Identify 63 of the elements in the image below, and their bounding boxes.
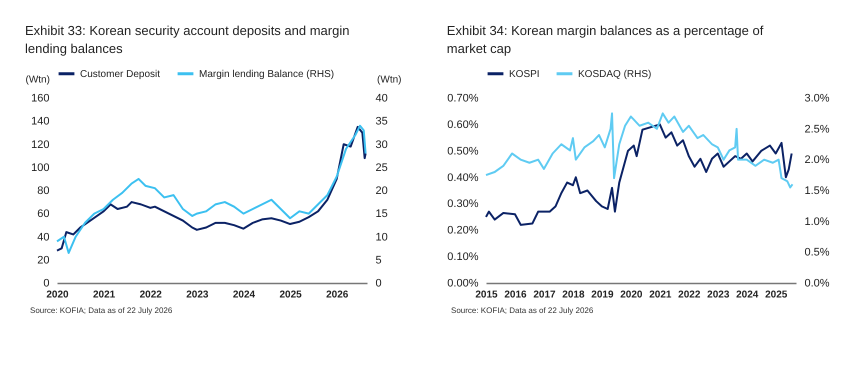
y2-tick-label: 25 (376, 162, 388, 174)
y2-tick-label: 5 (376, 254, 382, 266)
x-tick-label: 2022 (678, 290, 701, 300)
y-tick-label: 0.30% (447, 198, 479, 210)
y-tick-label: 40 (37, 231, 50, 244)
legend-label: Margin lending Balance (RHS) (199, 68, 334, 80)
y2-tick-label: 40 (376, 92, 388, 104)
y2-tick-label: 0.5% (804, 246, 830, 259)
x-tick-label: 2023 (707, 290, 730, 300)
y2-tick-label: 0.0% (804, 278, 830, 290)
y-tick-label: 120 (31, 138, 50, 151)
y-tick-label: 140 (31, 116, 50, 128)
x-tick-label: 2019 (591, 290, 614, 300)
y2-tick-label: 10 (376, 231, 388, 244)
y2-tick-label: 35 (376, 116, 388, 128)
x-tick-label: 2022 (140, 290, 162, 300)
y2-tick-label: 3.0% (804, 92, 830, 104)
y-axis-title: (Wtn) (26, 74, 50, 86)
y2-tick-label: 15 (376, 208, 388, 220)
line-series (485, 112, 794, 188)
y2-tick-label: 1.0% (804, 216, 830, 228)
y2-tick-label: 20 (376, 185, 388, 197)
y-tick-label: 0.50% (447, 145, 479, 158)
legend-label: KOSDAQ (RHS) (578, 68, 652, 80)
y-tick-label: 100 (31, 162, 50, 174)
y-tick-label: 20 (37, 254, 50, 266)
x-tick-label: 2020 (46, 290, 70, 300)
y-tick-label: 0.40% (447, 172, 479, 184)
chart-title: Exhibit 33: Korean security account deposits and margin lending balances (25, 23, 350, 56)
line-series (485, 123, 793, 226)
x-tick-label: 2021 (92, 290, 116, 300)
y-tick-label: 0.20% (447, 224, 479, 237)
x-tick-label: 2018 (562, 290, 585, 300)
y-tick-label: 160 (31, 92, 50, 104)
x-tick-label: 2024 (232, 290, 256, 300)
chart-title: Exhibit 34: Korean margin balances as a percentage of market cap (446, 23, 764, 56)
x-tick-label: 2024 (736, 290, 759, 300)
y-tick-label: 0 (43, 278, 50, 290)
x-tick-label: 2025 (765, 290, 788, 300)
x-tick-label: 2015 (475, 290, 498, 300)
x-tick-label: 2021 (649, 290, 672, 300)
y2-tick-label: 2.5% (804, 123, 830, 136)
y-tick-label: 80 (37, 185, 50, 197)
y-tick-label: 0.70% (447, 92, 479, 104)
y2-tick-label: 30 (376, 138, 388, 151)
y-tick-label: 0.00% (447, 278, 479, 290)
x-tick-label: 2017 (533, 290, 556, 300)
legend-label: KOSPI (509, 68, 540, 80)
x-tick-label: 2016 (504, 290, 528, 300)
y2-tick-label: 1.5% (804, 185, 830, 197)
x-tick-label: 2023 (186, 290, 209, 300)
y-tick-label: 0.10% (447, 251, 479, 264)
x-tick-label: 2026 (326, 290, 349, 300)
source-note: Source: KOFIA; Data as of 22 July 2026 (30, 306, 174, 315)
y-tick-label: 60 (37, 208, 50, 220)
y2-tick-label: 2.0% (804, 154, 830, 166)
y2-axis-title: (Wtn) (377, 74, 402, 86)
source-note: Source: KOFIA; Data as of 22 July 2026 (451, 306, 594, 315)
legend-label: Customer Deposit (80, 68, 160, 80)
x-tick-label: 2020 (620, 290, 643, 300)
x-tick-label: 2025 (279, 290, 302, 300)
y-tick-label: 0.60% (447, 118, 479, 131)
y2-tick-label: 0 (376, 278, 382, 290)
